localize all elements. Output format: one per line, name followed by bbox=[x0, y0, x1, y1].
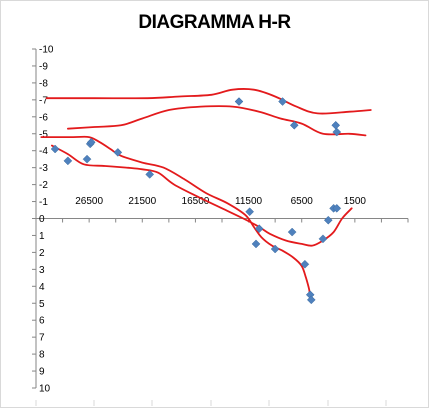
y-tick-label: -7 bbox=[39, 95, 48, 106]
y-tick-label: -2 bbox=[39, 180, 48, 191]
y-tick-label: 2 bbox=[39, 248, 45, 259]
data-point bbox=[86, 137, 96, 147]
x-tick-label: 1500 bbox=[344, 196, 367, 207]
y-tick-label: 5 bbox=[39, 299, 45, 310]
x-tick-label: 26500 bbox=[75, 196, 103, 207]
data-point bbox=[234, 97, 244, 106]
data-point bbox=[270, 244, 280, 254]
y-tick-label: -4 bbox=[39, 146, 48, 157]
y-tick-label: -9 bbox=[39, 61, 48, 72]
data-point bbox=[289, 120, 299, 130]
y-tick-label: 6 bbox=[39, 316, 45, 327]
data-point bbox=[323, 215, 333, 225]
x-tick-label: 21500 bbox=[128, 196, 156, 207]
data-point bbox=[245, 207, 254, 217]
data-point bbox=[251, 239, 261, 249]
x-tick-label: 16500 bbox=[182, 196, 210, 207]
data-point bbox=[82, 154, 92, 164]
y-tick-label: -5 bbox=[39, 129, 48, 140]
y-tick-label: 0 bbox=[39, 214, 45, 225]
data-point bbox=[145, 170, 155, 179]
y-tick-label: -1 bbox=[39, 197, 48, 208]
y-tick-label: 10 bbox=[39, 384, 51, 395]
x-tick-label: 11500 bbox=[235, 196, 263, 207]
y-tick-label: 8 bbox=[39, 350, 45, 361]
y-tick-label: 9 bbox=[39, 367, 45, 378]
red-curve-2 bbox=[67, 105, 367, 137]
data-point bbox=[63, 156, 73, 166]
red-curve-3 bbox=[40, 135, 312, 301]
data-point bbox=[306, 295, 316, 305]
data-point bbox=[318, 234, 328, 244]
data-point bbox=[300, 259, 310, 269]
y-tick-label: -6 bbox=[39, 112, 48, 123]
data-point bbox=[113, 148, 123, 157]
y-tick-label: 7 bbox=[39, 333, 45, 344]
red-curve-1 bbox=[45, 88, 372, 115]
y-tick-label: 1 bbox=[39, 231, 45, 242]
data-point bbox=[331, 120, 341, 130]
x-tick-label: 6500 bbox=[291, 196, 314, 207]
y-tick-label: -8 bbox=[39, 78, 48, 89]
data-point bbox=[254, 224, 264, 234]
data-point bbox=[50, 144, 60, 154]
data-point bbox=[332, 127, 342, 137]
y-tick-label: -10 bbox=[39, 45, 54, 56]
data-point bbox=[332, 203, 342, 213]
chart-title: DIAGRAMMA H-R bbox=[138, 12, 291, 33]
data-point bbox=[287, 227, 297, 237]
data-point bbox=[278, 97, 287, 106]
y-tick-label: 4 bbox=[39, 282, 45, 293]
y-tick-label: -3 bbox=[39, 163, 48, 174]
y-tick-label: 3 bbox=[39, 265, 45, 276]
